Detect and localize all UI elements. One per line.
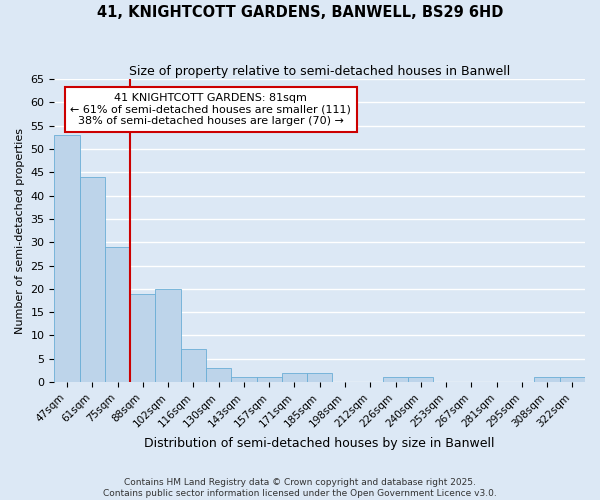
X-axis label: Distribution of semi-detached houses by size in Banwell: Distribution of semi-detached houses by … [145, 437, 495, 450]
Y-axis label: Number of semi-detached properties: Number of semi-detached properties [15, 128, 25, 334]
Bar [282, 373, 307, 382]
Bar [181, 350, 206, 382]
Bar [155, 289, 181, 382]
Bar [55, 135, 80, 382]
Bar [231, 378, 257, 382]
Text: 41 KNIGHTCOTT GARDENS: 81sqm
← 61% of semi-detached houses are smaller (111)
38%: 41 KNIGHTCOTT GARDENS: 81sqm ← 61% of se… [70, 93, 352, 126]
Text: Contains HM Land Registry data © Crown copyright and database right 2025.
Contai: Contains HM Land Registry data © Crown c… [103, 478, 497, 498]
Text: 41, KNIGHTCOTT GARDENS, BANWELL, BS29 6HD: 41, KNIGHTCOTT GARDENS, BANWELL, BS29 6H… [97, 5, 503, 20]
Bar [257, 378, 282, 382]
Bar [307, 373, 332, 382]
Bar [408, 378, 433, 382]
Bar [535, 378, 560, 382]
Title: Size of property relative to semi-detached houses in Banwell: Size of property relative to semi-detach… [129, 65, 511, 78]
Bar [80, 177, 105, 382]
Bar [383, 378, 408, 382]
Bar [560, 378, 585, 382]
Bar [130, 294, 155, 382]
Bar [206, 368, 231, 382]
Bar [105, 247, 130, 382]
